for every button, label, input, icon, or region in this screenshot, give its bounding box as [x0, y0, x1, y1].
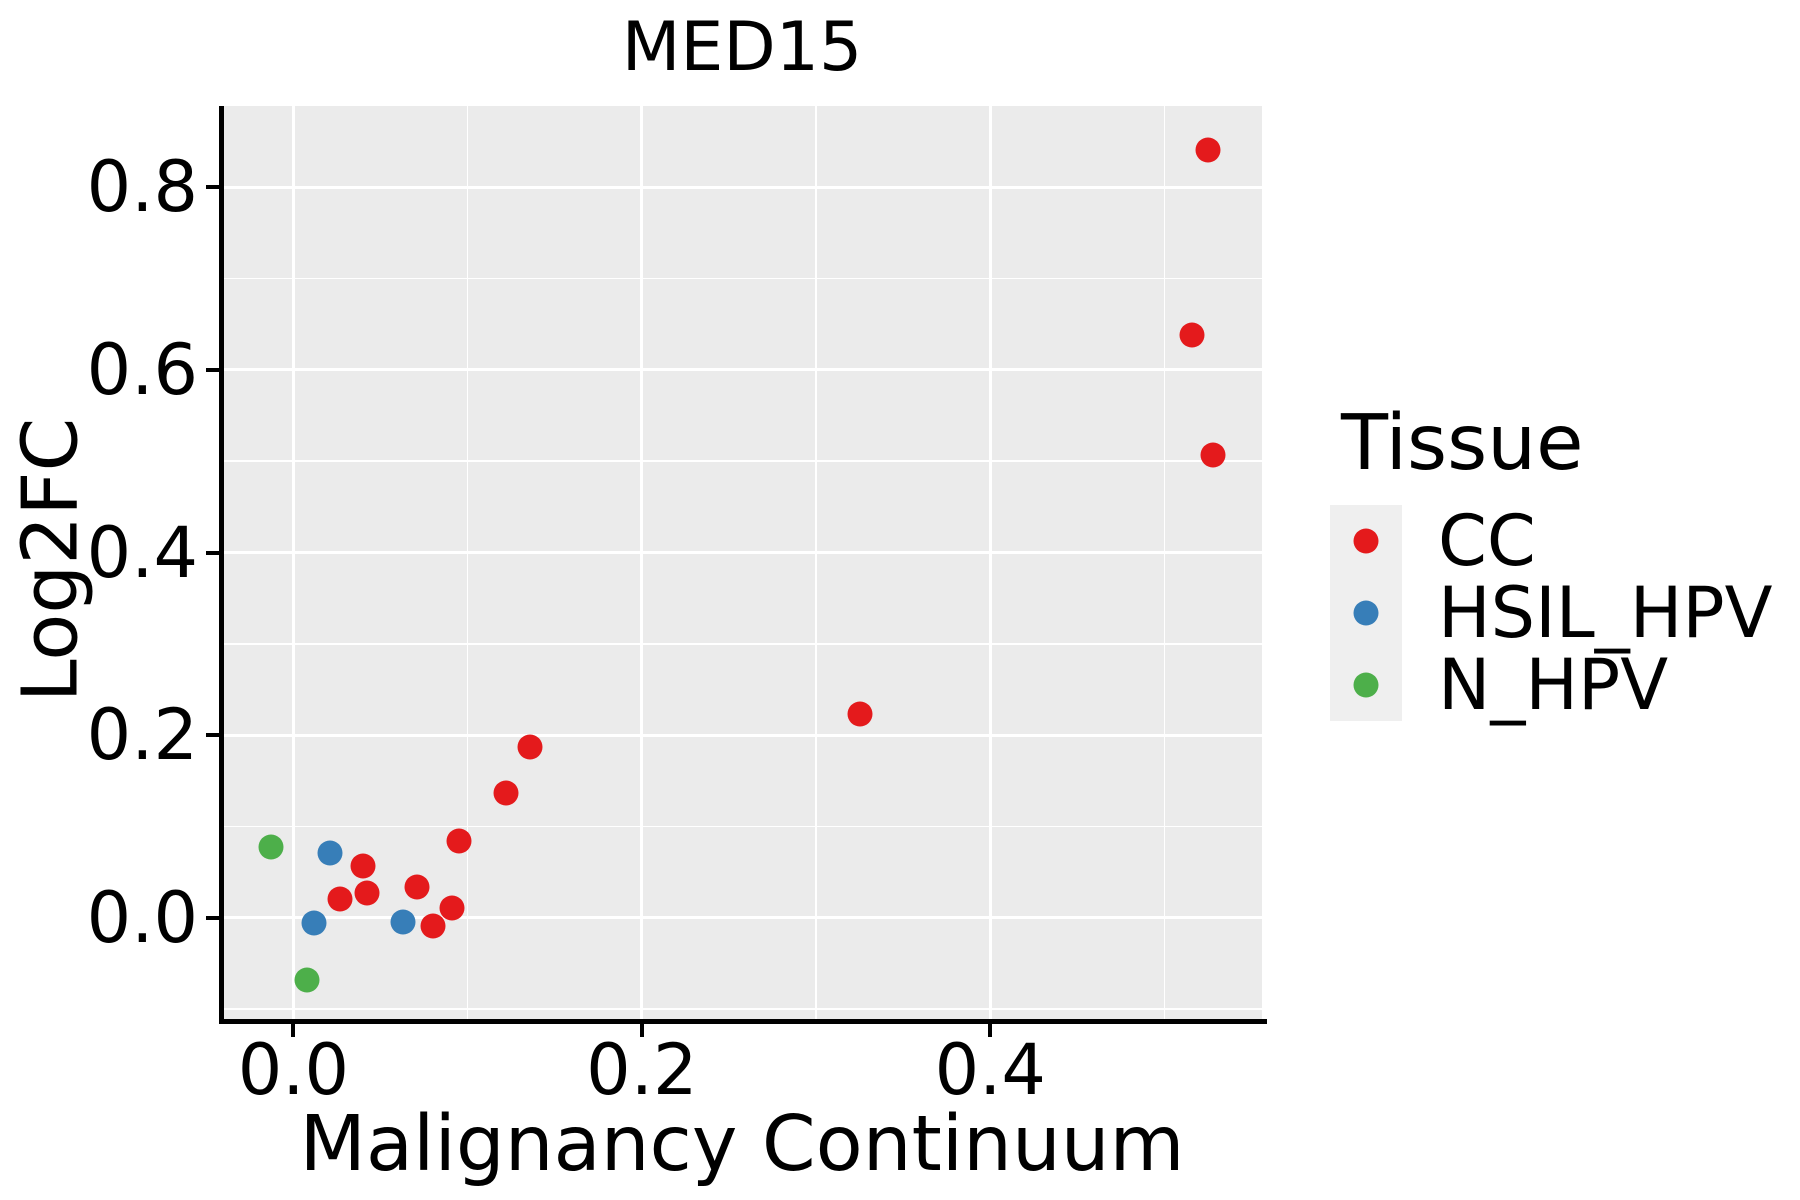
data-point-CC [420, 913, 446, 939]
minor-gridline-y [222, 277, 1262, 280]
minor-gridline-x [1163, 106, 1166, 1021]
data-point-CC [327, 886, 353, 912]
x-tick-label: 0.4 [934, 1029, 1046, 1111]
minor-gridline-y [222, 460, 1262, 462]
legend-entry-label: HSIL_HPV [1438, 572, 1773, 654]
x-tick-label: 0.0 [237, 1029, 350, 1111]
minor-gridline-y [222, 643, 1262, 645]
data-point-CC [404, 874, 430, 900]
major-gridline-x [640, 106, 644, 1021]
data-point-CC [517, 734, 543, 760]
major-gridline-x [988, 106, 992, 1021]
y-tick [206, 367, 219, 372]
chart-title: MED15 [621, 8, 863, 87]
data-point-CC [493, 780, 519, 806]
x-tick [639, 1024, 644, 1037]
major-gridline-y [222, 916, 1262, 920]
legend-entries: CC HSIL_HPV N_HPV [1330, 505, 1800, 721]
data-point-CC [1179, 322, 1205, 348]
legend-entry-N_HPV: N_HPV [1330, 649, 1800, 721]
data-point-N_HPV [258, 834, 284, 860]
data-point-CC [439, 895, 465, 921]
minor-gridline-y [222, 825, 1262, 828]
legend-dot-icon [1353, 600, 1379, 626]
y-tick [206, 550, 219, 555]
data-point-CC [847, 701, 873, 727]
data-point-HSIL_HPV [390, 909, 416, 935]
legend-entry-HSIL_HPV: HSIL_HPV [1330, 577, 1800, 649]
data-point-HSIL_HPV [317, 840, 343, 866]
minor-gridline-x [815, 106, 817, 1021]
data-point-CC [446, 828, 472, 854]
x-tick [988, 1024, 993, 1037]
major-gridline-y [222, 551, 1262, 555]
data-point-CC [1200, 442, 1226, 468]
minor-gridline-y [222, 1008, 1262, 1010]
data-point-N_HPV [294, 967, 320, 993]
data-point-CC [1195, 137, 1221, 163]
minor-gridline-x [466, 106, 469, 1021]
data-point-CC [354, 880, 380, 906]
x-axis-line [219, 1019, 1267, 1024]
major-gridline-y [222, 733, 1262, 737]
y-tick-label: 0.0 [86, 876, 198, 959]
x-tick-label: 0.2 [586, 1029, 698, 1111]
y-tick [206, 915, 219, 920]
y-tick-label: 0.6 [86, 328, 198, 411]
x-tick [291, 1024, 296, 1037]
legend-title: Tissue [1341, 399, 1584, 488]
legend-dot-icon [1353, 528, 1379, 554]
major-gridline-y [222, 185, 1262, 189]
legend-entry-label: N_HPV [1438, 644, 1669, 726]
major-gridline-x [291, 106, 295, 1021]
legend-entry-label: CC [1438, 500, 1536, 582]
y-tick-label: 0.8 [86, 146, 198, 229]
y-tick-label: 0.4 [86, 511, 198, 594]
y-tick [206, 185, 219, 190]
plot-panel [222, 106, 1262, 1021]
y-tick-label: 0.2 [86, 694, 198, 777]
y-axis-line [219, 106, 224, 1024]
x-axis-title: Malignancy Continuum [299, 1100, 1185, 1189]
y-tick [206, 733, 219, 738]
data-point-HSIL_HPV [301, 910, 327, 936]
legend-entry-CC: CC [1330, 505, 1800, 577]
data-point-CC [350, 853, 376, 879]
major-gridline-y [222, 368, 1262, 372]
legend-dot-icon [1353, 672, 1379, 698]
